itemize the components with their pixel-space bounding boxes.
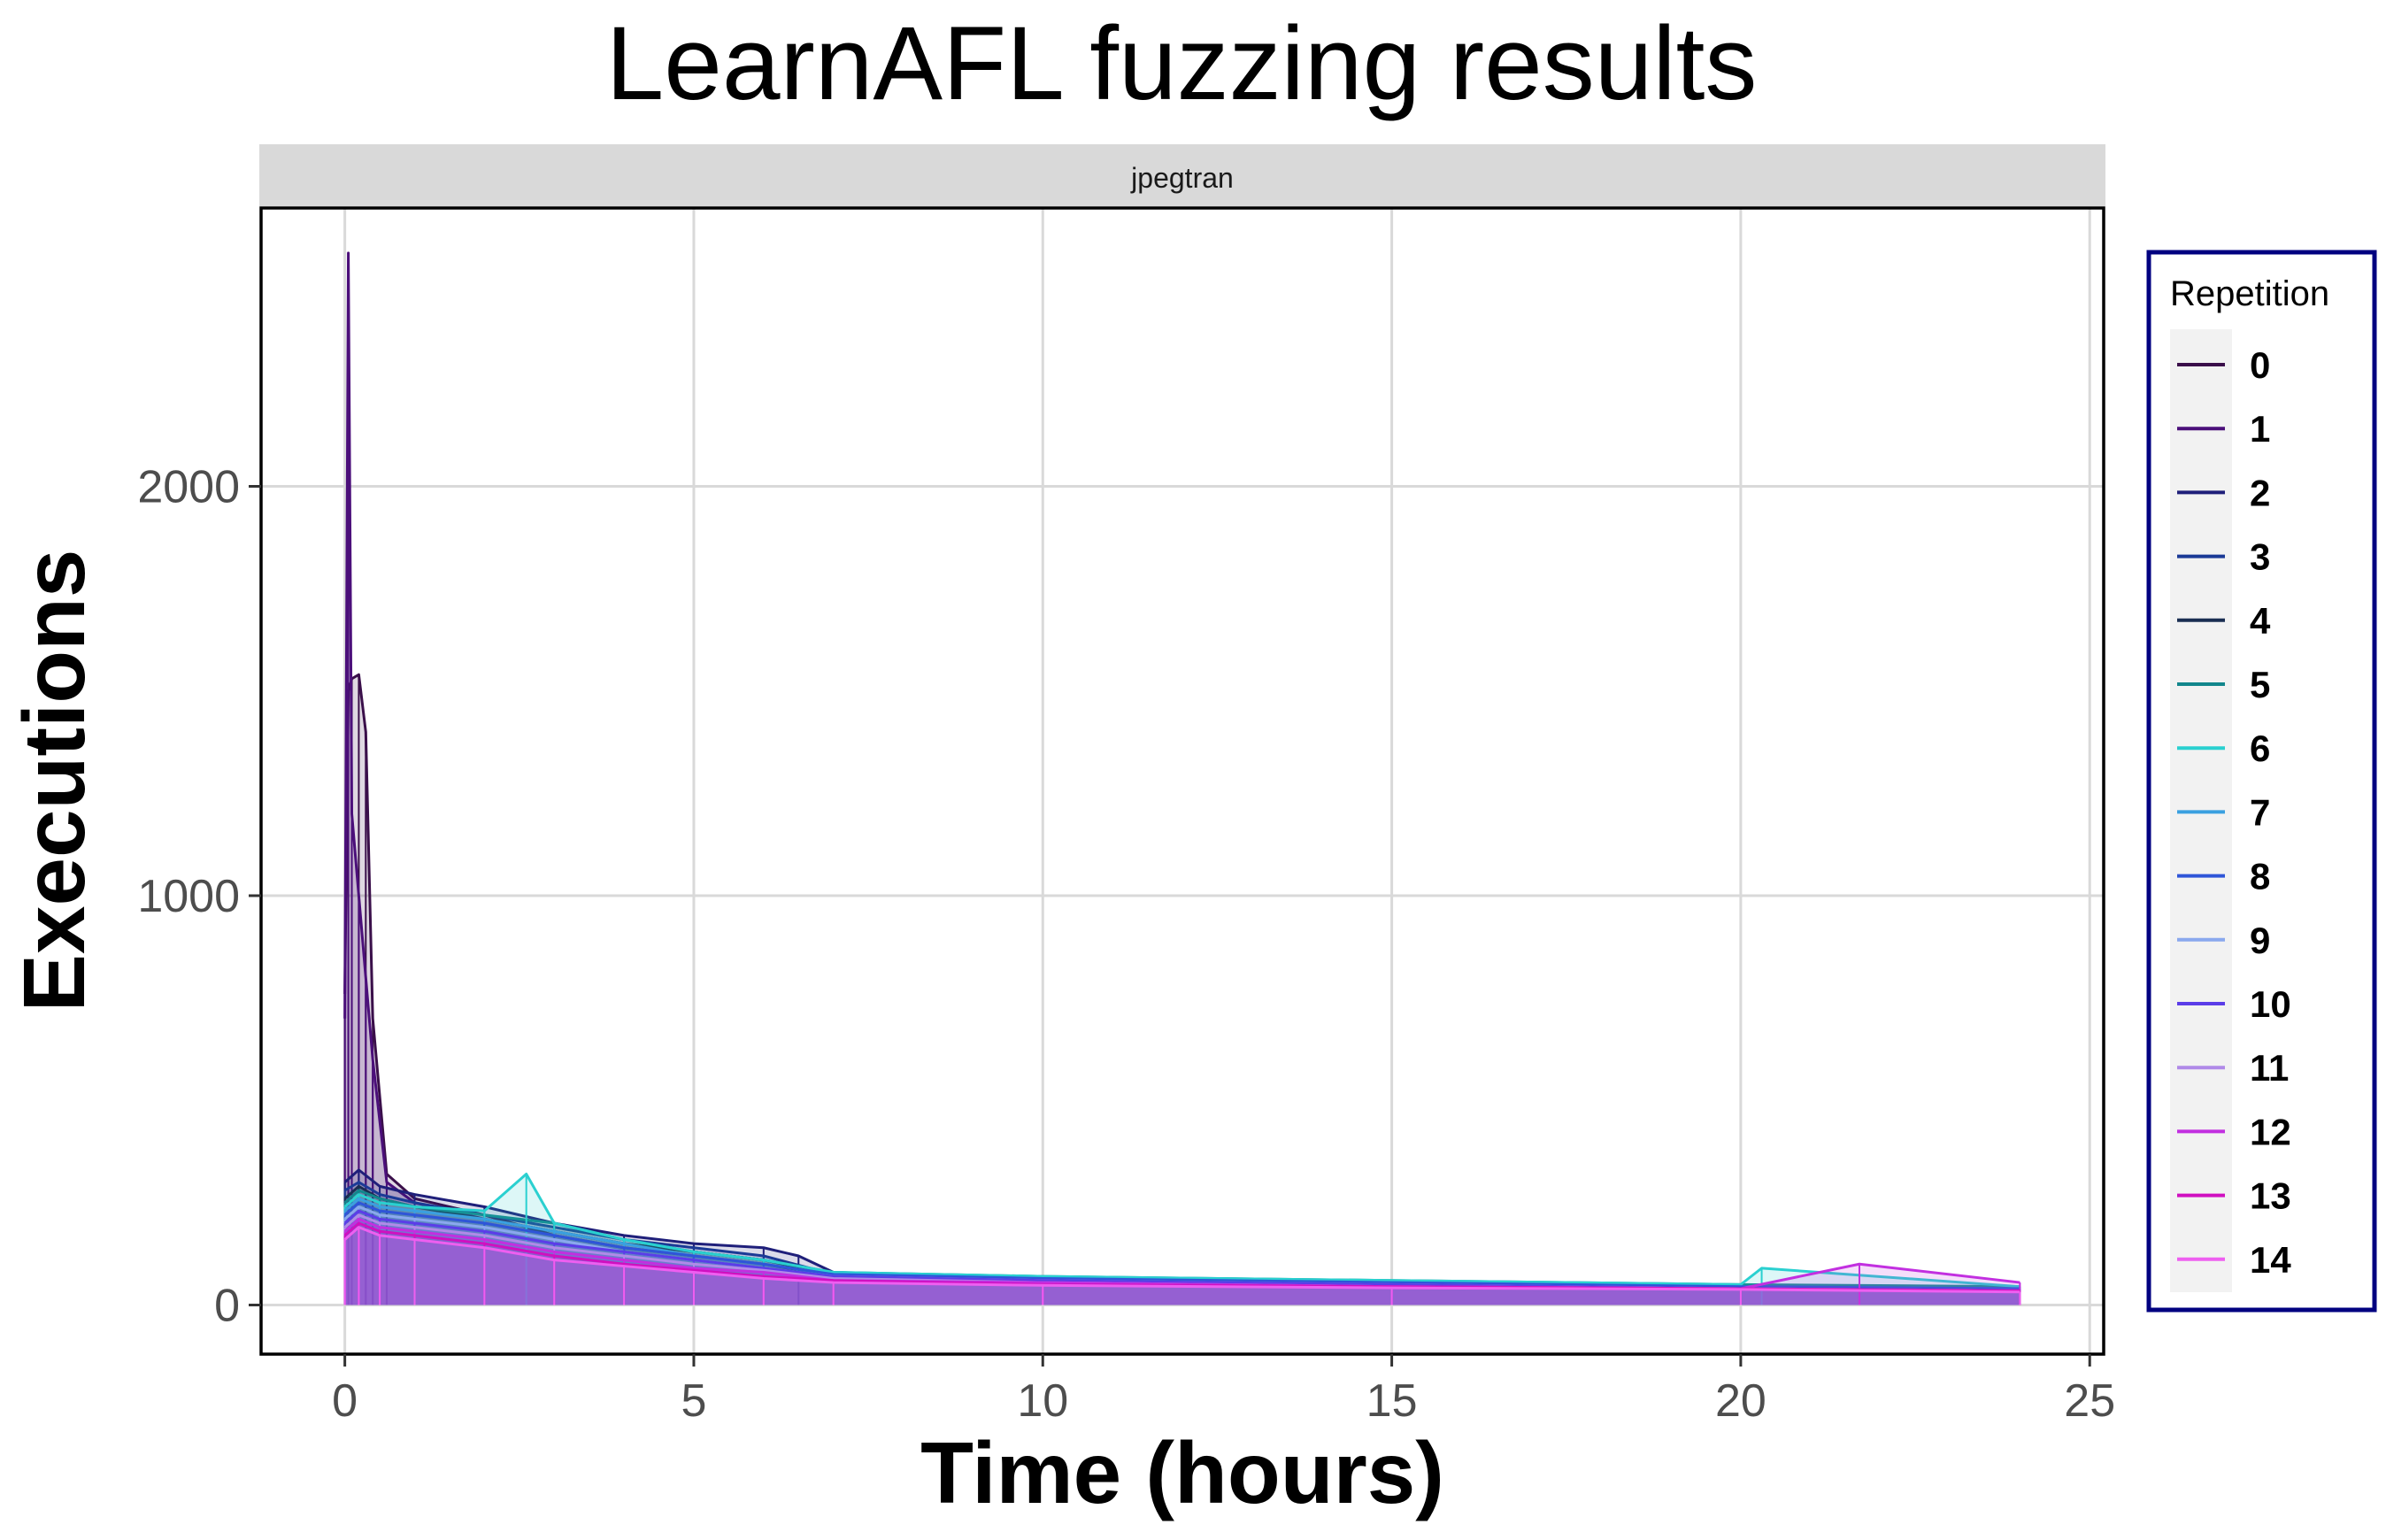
legend-label-11: 11	[2250, 1047, 2289, 1089]
y-tick-label-0: 0	[214, 1281, 240, 1332]
y-axis: 0 1000 2000	[137, 462, 261, 1332]
legend-item-2: 2	[2177, 472, 2270, 513]
legend-item-13: 13	[2177, 1175, 2291, 1217]
chart-title: LearnAFL fuzzing results	[606, 5, 1758, 122]
x-axis: 0 5 10 15 20 25	[332, 1354, 2115, 1427]
legend-item-1: 1	[2177, 408, 2270, 450]
legend-title: Repetition	[2170, 274, 2329, 313]
legend-label-8: 8	[2250, 856, 2270, 897]
legend-label-4: 4	[2250, 600, 2271, 642]
legend-label-3: 3	[2250, 536, 2270, 578]
facet-strip	[259, 144, 2105, 206]
legend-item-0: 0	[2177, 344, 2270, 386]
legend-label-10: 10	[2250, 983, 2291, 1025]
legend-label-6: 6	[2250, 728, 2270, 769]
legend-item-4: 4	[2177, 600, 2271, 642]
x-tick-label-3: 15	[1366, 1375, 1418, 1427]
series-line-6	[343, 1173, 2020, 1289]
series-14	[343, 1226, 2021, 1305]
x-axis-title: Time (hours)	[920, 1424, 1444, 1521]
legend-item-12: 12	[2177, 1111, 2291, 1152]
legend-label-14: 14	[2250, 1239, 2291, 1281]
x-tick-label-4: 20	[1715, 1375, 1766, 1427]
series-line-10	[343, 1209, 2020, 1292]
legend-label-5: 5	[2250, 664, 2270, 705]
legend-item-7: 7	[2177, 791, 2270, 833]
legend-label-13: 13	[2250, 1175, 2291, 1217]
legend-label-1: 1	[2250, 408, 2270, 450]
y-axis-title: Executions	[5, 550, 103, 1013]
series-area-0	[344, 674, 2020, 1305]
legend-label-2: 2	[2250, 472, 2270, 513]
legend-item-8: 8	[2177, 856, 2270, 897]
legend-label-0: 0	[2250, 344, 2270, 386]
x-tick-label-2: 10	[1017, 1375, 1068, 1427]
legend-item-10: 10	[2177, 983, 2291, 1025]
x-tick-label-5: 25	[2064, 1375, 2115, 1427]
plot-panel-border	[259, 206, 2105, 1356]
grid	[261, 208, 2104, 1354]
y-tick-label-2: 2000	[137, 462, 240, 513]
legend-label-9: 9	[2250, 920, 2270, 961]
legend-item-11: 11	[2177, 1047, 2289, 1089]
legend-item-3: 3	[2177, 536, 2270, 578]
series-layer	[343, 251, 2021, 1305]
facet-strip-label: jpegtran	[1130, 162, 1234, 194]
x-tick-label-1: 5	[681, 1375, 706, 1427]
legend-item-5: 5	[2177, 664, 2270, 705]
x-tick-label-0: 0	[332, 1375, 358, 1427]
y-tick-label-1: 1000	[137, 871, 240, 922]
legend-item-6: 6	[2177, 728, 2270, 769]
legend-item-14: 14	[2177, 1239, 2291, 1281]
legend-label-12: 12	[2250, 1111, 2291, 1152]
series-line-14	[343, 1226, 2020, 1294]
legend-item-9: 9	[2177, 920, 2270, 961]
series-line-8	[343, 1201, 2020, 1290]
legend-label-7: 7	[2250, 791, 2270, 833]
